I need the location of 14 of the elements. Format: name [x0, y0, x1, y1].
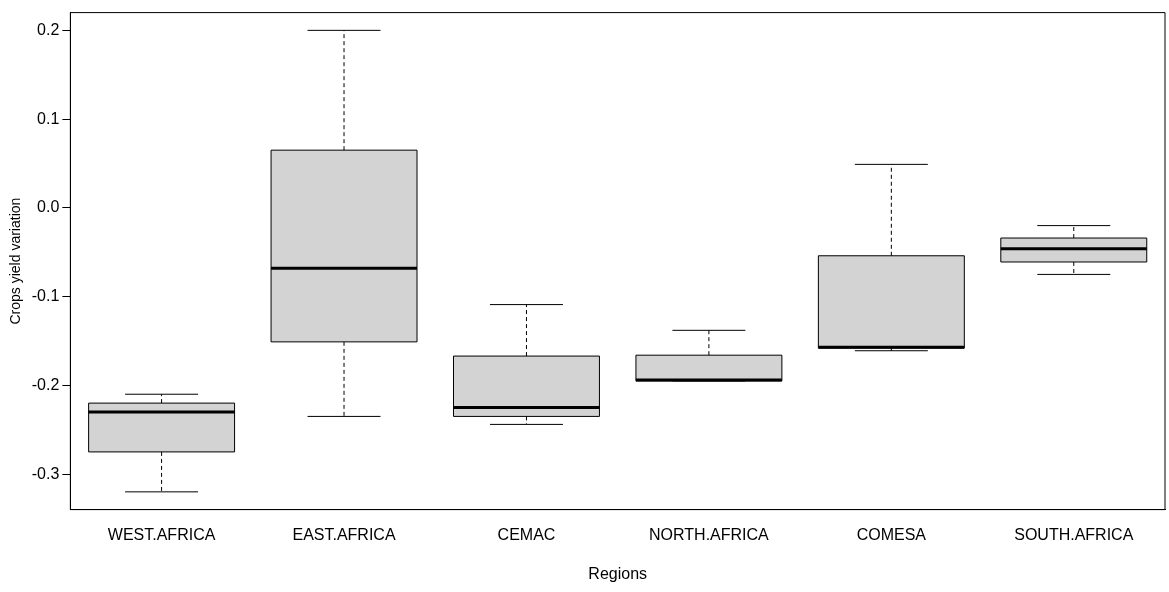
x-tick-label: EAST.AFRICA	[292, 525, 396, 543]
y-tick-label: 0.2	[37, 20, 60, 38]
x-axis-title: Regions	[588, 564, 648, 582]
y-tick-label: -0.1	[31, 287, 60, 305]
y-tick-label: 0.0	[37, 198, 60, 216]
y-tick-label: 0.1	[37, 109, 60, 127]
x-tick-label: COMESA	[856, 525, 927, 543]
x-tick-label: WEST.AFRICA	[107, 525, 216, 543]
x-tick-label: SOUTH.AFRICA	[1014, 525, 1134, 543]
y-tick-label: -0.3	[31, 464, 60, 482]
y-tick-label: -0.2	[31, 375, 60, 393]
x-tick-label: NORTH.AFRICA	[649, 525, 770, 543]
x-tick-label: CEMAC	[497, 525, 556, 543]
y-axis-title: Crops yield variation	[7, 197, 24, 325]
